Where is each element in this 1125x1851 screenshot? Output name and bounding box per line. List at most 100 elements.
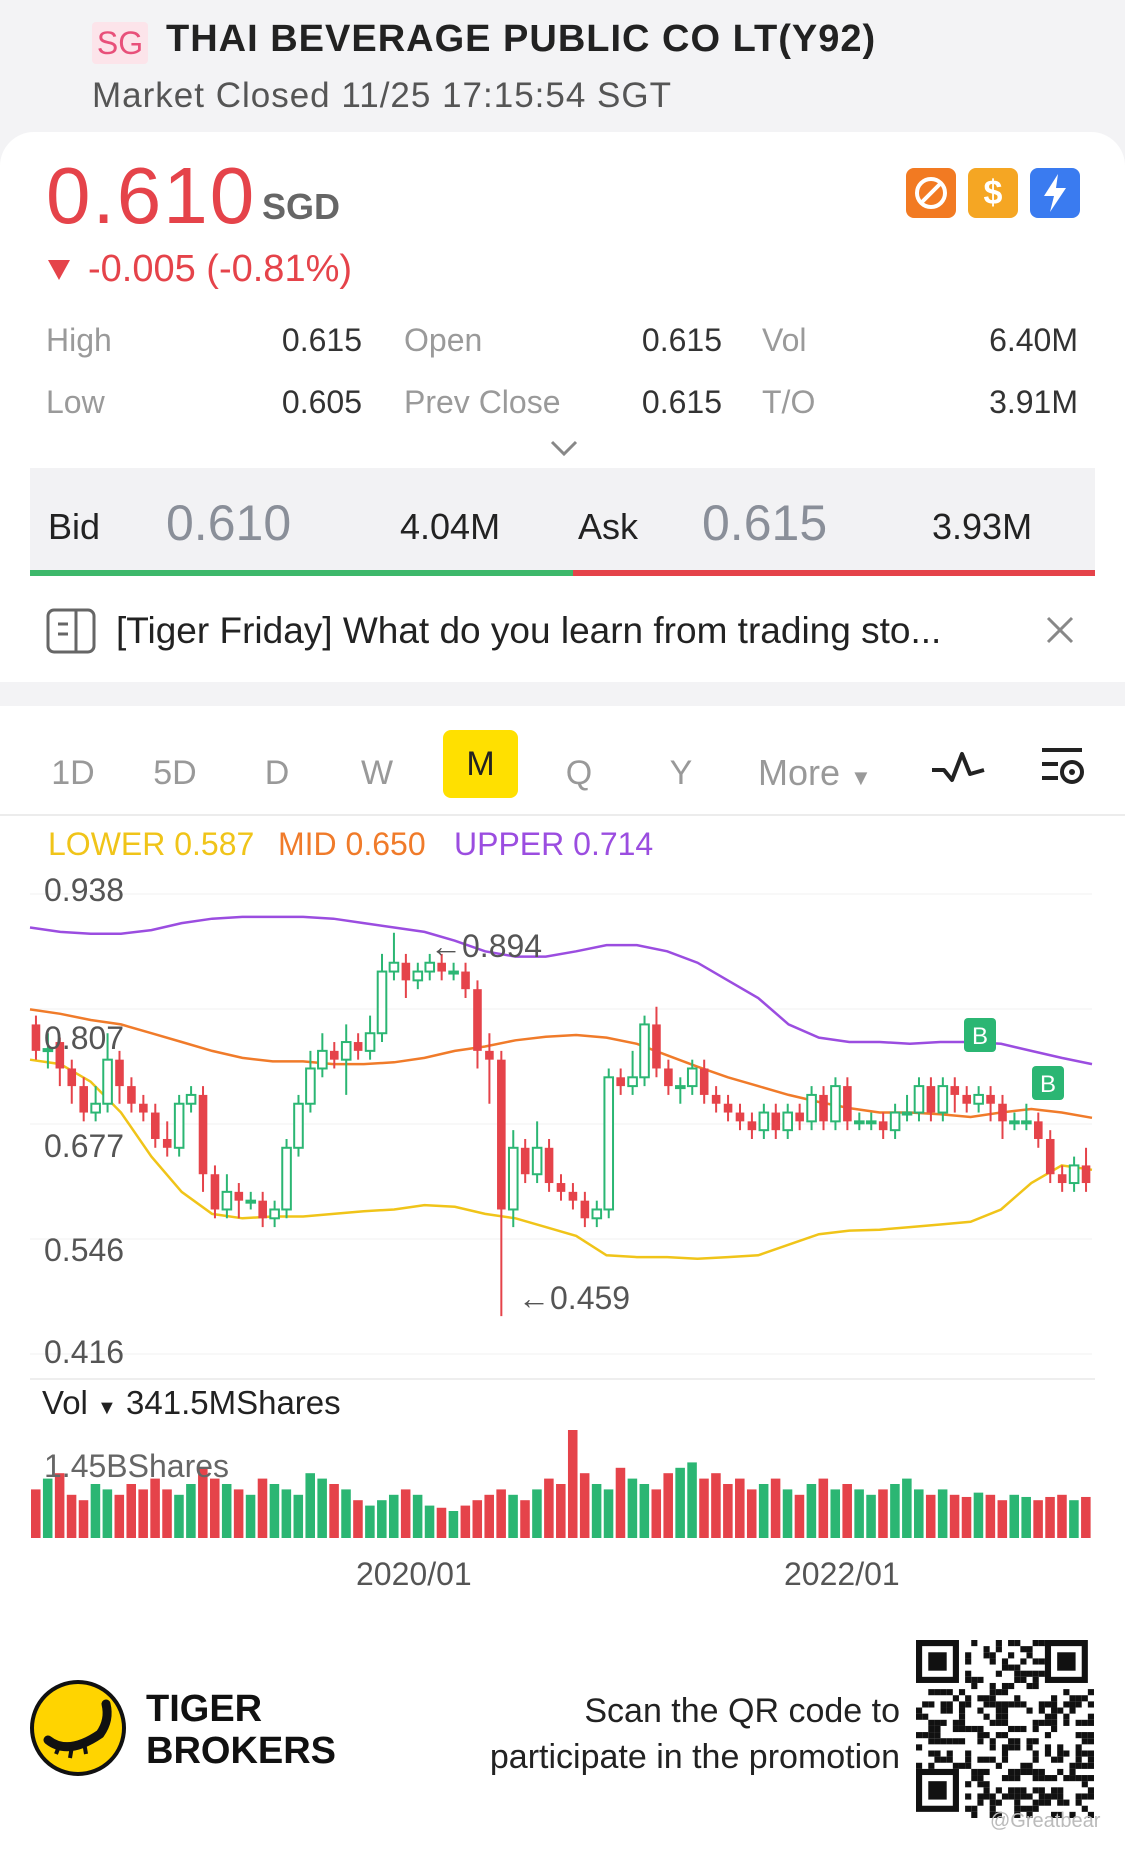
qr-module [958,1701,966,1708]
volume-bar [556,1484,566,1538]
qr-module [1032,1640,1039,1647]
x-axis-label: 2022/01 [784,1556,900,1592]
qr-module [1087,1750,1094,1757]
tab-more[interactable]: More ▼ [758,740,872,806]
volume-bar [914,1489,924,1538]
qr-module [1014,1725,1021,1733]
volume-bar [281,1489,292,1538]
qr-module [1063,1775,1070,1782]
volume-bar [866,1494,876,1538]
volume-bar [341,1489,351,1538]
qr-module [983,1732,990,1739]
chevron-down-icon[interactable] [546,436,582,460]
qr-module [977,1756,984,1763]
qr-module [958,1738,966,1745]
candle [843,1086,852,1122]
candle [962,1094,972,1104]
volume-bar [544,1478,554,1538]
volume-bar [1069,1500,1079,1538]
buy-marker[interactable]: B [1032,1066,1064,1100]
volume-caret-icon[interactable]: ▼ [97,1397,117,1419]
tab-week[interactable]: W [360,754,394,792]
candle [67,1068,77,1087]
boll-mid: MID 0.650 [278,826,426,862]
volume-bar [1033,1500,1043,1538]
volume-bar [723,1484,733,1538]
qr-module [1057,1750,1064,1757]
ask-ratio-bar [573,570,1095,576]
close-icon[interactable] [1042,612,1078,648]
volume-bar [961,1496,972,1538]
qr-module [1001,1744,1009,1751]
tab-1d[interactable]: 1D [51,754,95,792]
candle [162,1138,172,1148]
volume-bar [770,1478,781,1538]
no-short-icon[interactable] [906,168,956,218]
qr-module [1008,1793,1015,1800]
tab-month[interactable]: M [443,730,518,798]
volume-chart[interactable] [0,1420,1125,1540]
lightning-icon[interactable] [1030,168,1080,218]
candle [1045,1138,1055,1175]
qr-module [946,1701,953,1708]
qr-module [1014,1805,1021,1812]
candle [1021,1120,1032,1125]
qr-module [1081,1695,1088,1702]
volume-bar [651,1489,662,1538]
volume-bar [305,1473,315,1538]
qr-code[interactable] [916,1640,1094,1818]
qr-module [1051,1707,1058,1714]
upper-band-line [29,915,1093,1066]
settings-icon[interactable] [1038,742,1088,797]
qr-module [1014,1738,1021,1745]
stat-value-open: 0.615 [641,322,722,358]
stat-label-high: High [46,322,112,358]
qr-module [1038,1719,1045,1726]
ask-label: Ask [578,506,639,547]
news-headline[interactable]: [Tiger Friday] What do you learn from tr… [116,610,942,651]
candlestick-chart[interactable]: BB [0,860,1125,1380]
qr-module [1075,1799,1082,1806]
tab-day[interactable]: D [264,754,290,792]
qr-module [1063,1701,1070,1708]
qr-module [995,1762,1002,1769]
dollar-icon[interactable]: $ [968,168,1018,218]
qr-module [977,1725,984,1733]
qr-module [1020,1670,1027,1677]
qr-module [952,1719,959,1726]
volume-bar [126,1484,137,1538]
qr-module [1057,1811,1064,1818]
qr-module [1032,1725,1039,1733]
qr-module [1087,1762,1094,1769]
candle [616,1077,625,1087]
volume-bar [699,1478,709,1538]
qr-module [958,1713,966,1720]
buy-marker[interactable]: B [964,1018,996,1052]
tab-5d[interactable]: 5D [153,754,197,792]
pulse-line-icon[interactable] [930,748,986,793]
tab-quarter[interactable]: Q [565,754,593,792]
qr-module [934,1756,941,1763]
volume-bar [233,1489,244,1538]
caret-down-icon: ▼ [850,765,872,790]
candle [234,1191,244,1201]
candle [281,1146,292,1211]
qr-module [1038,1707,1045,1714]
brand-line2: BROKERS [146,1730,337,1772]
tab-year[interactable]: Y [669,754,693,792]
candle [185,1093,197,1105]
news-banner[interactable] [0,590,1125,682]
qr-module [995,1701,1002,1708]
qr-module [1008,1738,1015,1745]
qr-module [1032,1768,1039,1776]
qr-module [1014,1787,1021,1794]
qr-module [916,1713,923,1720]
low-annotation-value: 0.459 [550,1280,631,1316]
qr-module [983,1781,990,1788]
qr-module [971,1805,978,1812]
volume-bar [878,1489,888,1538]
qr-module [1008,1664,1015,1671]
candle [269,1208,280,1220]
volume-bar [353,1500,363,1538]
volume-bar [794,1494,805,1538]
